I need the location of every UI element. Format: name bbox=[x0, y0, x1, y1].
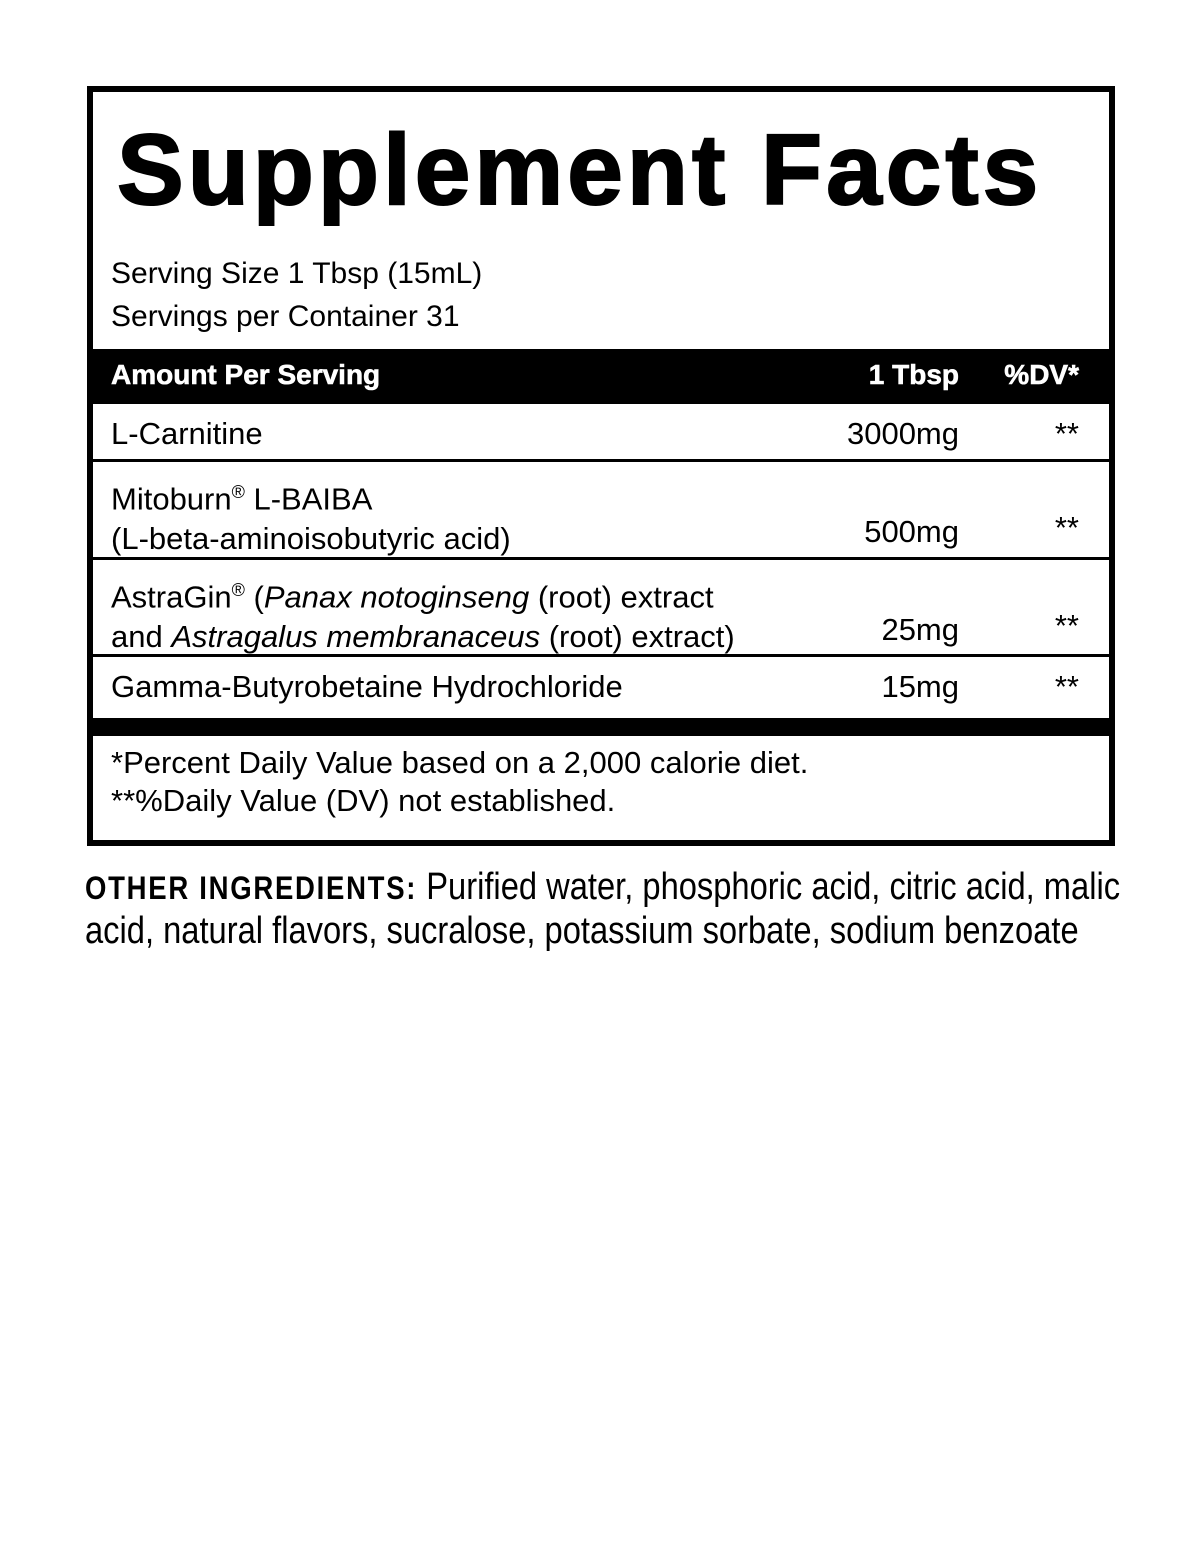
dv-column-header: %DV* bbox=[1004, 359, 1079, 391]
ingredient-dv: ** bbox=[1054, 510, 1079, 545]
servings-per-container: Servings per Container 31 bbox=[111, 300, 460, 333]
other-ingredients-label: OTHER INGREDIENTS: bbox=[85, 870, 418, 906]
section-divider bbox=[93, 718, 1109, 736]
ingredient-name: Mitoburn® L-BAIBA (L-beta-aminoisobutyric… bbox=[111, 481, 511, 557]
ingredient-dv: ** bbox=[1054, 416, 1079, 451]
ingredient-name: AstraGin® (Panax notoginseng (root) extr… bbox=[111, 579, 735, 655]
supplement-facts-panel: Supplement Facts Serving Size 1 Tbsp (15… bbox=[87, 86, 1115, 846]
serving-size: Serving Size 1 Tbsp (15mL) bbox=[111, 257, 483, 290]
table-header: Amount Per Serving 1 Tbsp %DV* bbox=[93, 349, 1109, 404]
row-divider bbox=[93, 654, 1109, 657]
ingredient-amount: 500mg bbox=[864, 514, 959, 549]
ingredient-name: L-Carnitine bbox=[111, 416, 263, 451]
row-divider bbox=[93, 459, 1109, 462]
ingredient-name: Gamma-Butyrobetaine Hydrochloride bbox=[111, 669, 623, 704]
ingredient-amount: 15mg bbox=[881, 669, 959, 704]
ingredient-amount: 25mg bbox=[881, 612, 959, 647]
ingredient-dv: ** bbox=[1054, 608, 1079, 643]
footnote-not-established: **%Daily Value (DV) not established. bbox=[111, 783, 616, 818]
row-divider bbox=[93, 557, 1109, 560]
other-ingredients: OTHER INGREDIENTS: Purified water, phosp… bbox=[85, 866, 1126, 953]
amount-per-serving-label: Amount Per Serving bbox=[111, 359, 381, 391]
other-ingredients-text: Purified water, phosphoric acid, citric … bbox=[85, 866, 1121, 952]
amount-column-header: 1 Tbsp bbox=[868, 359, 959, 391]
panel-title: Supplement Facts bbox=[116, 113, 1043, 227]
footnote-dv: *Percent Daily Value based on a 2,000 ca… bbox=[111, 745, 809, 780]
ingredient-dv: ** bbox=[1054, 669, 1079, 704]
ingredient-amount: 3000mg bbox=[846, 416, 959, 451]
